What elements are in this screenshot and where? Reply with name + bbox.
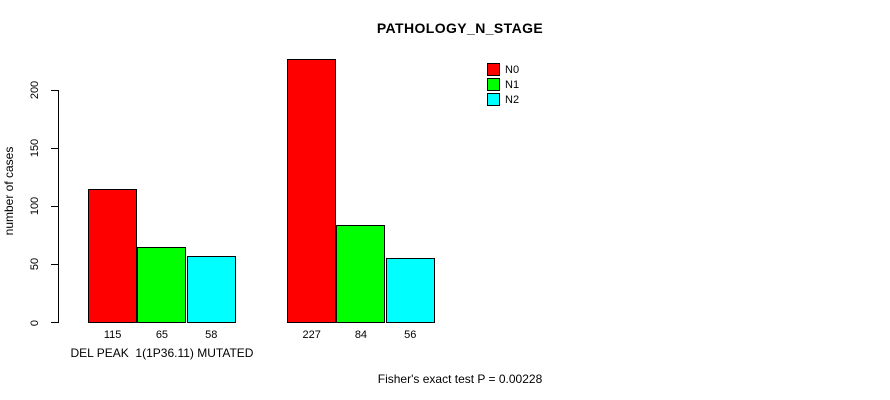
y-axis-label: number of cases [2,146,16,236]
chart-title: PATHOLOGY_N_STAGE [376,20,544,36]
legend-swatch-icon [487,78,500,91]
y-tick-label: 100 [29,197,41,216]
y-tick-label: 200 [29,80,41,100]
bar-n1-group2 [336,225,385,323]
y-tick-label: 150 [29,138,41,158]
bar-n1-group1 [137,247,186,323]
bar-n0-group1 [88,189,137,323]
legend-swatch-icon [487,93,500,106]
legend-label: N0 [505,63,520,76]
annotation-text: Fisher's exact test P = 0.00228 [377,372,543,386]
bar-n2-group1 [187,255,236,323]
y-tick-mark [51,263,58,265]
bar-value-label: 227 [302,329,321,341]
legend-label: N1 [505,78,520,91]
bar-value-label: 56 [404,329,417,341]
y-axis-line [58,90,59,323]
y-tick-label: 50 [29,258,41,271]
legend-row-n1: N1 [487,77,519,92]
legend-row-n2: N2 [487,92,519,107]
legend-label: N2 [505,93,520,106]
y-tick-mark [51,205,58,207]
y-tick-label: 0 [29,319,41,326]
bar-n0-group2 [287,59,336,323]
bar-value-label: 84 [354,329,368,341]
legend-row-n0: N0 [487,62,519,77]
legend: N0 N1 N2 [487,62,519,107]
y-tick-mark [51,89,58,91]
y-tick-mark [51,147,58,149]
legend-swatch-icon [487,63,500,76]
bar-value-label: 65 [155,329,169,341]
bar-n2-group2 [386,257,435,323]
bar-value-label: 115 [103,329,122,341]
bar-value-label: 58 [205,329,218,341]
y-tick-mark [51,322,58,323]
category-label: DEL PEAK 1(1P36.11) MUTATED [70,346,254,360]
